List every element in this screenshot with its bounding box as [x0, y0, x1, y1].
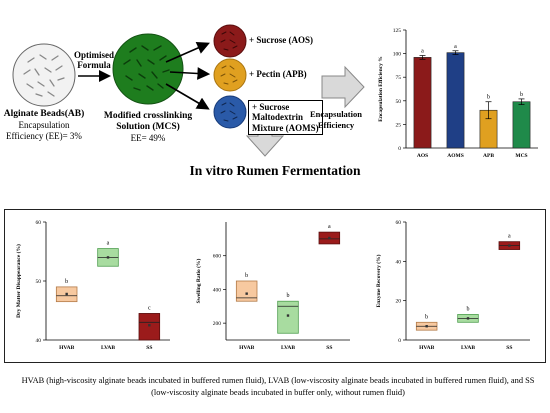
- aoms-label-3: Mixture (AOMS): [252, 122, 319, 133]
- x-tick-label: LVAB: [461, 345, 475, 351]
- ab-title: Alginate Beads(AB): [3, 109, 85, 119]
- mcs-title-2: Solution (MCS): [116, 122, 180, 132]
- x-tick-label: HVAB: [59, 345, 75, 351]
- y-tick-label: 20: [396, 299, 402, 305]
- y-axis-label: Enzyme Recovery (%): [375, 254, 382, 307]
- significance-letter: c: [148, 305, 151, 311]
- y-tick-label: 50: [396, 99, 402, 105]
- process-diagram: [12, 24, 365, 157]
- mcs-bead-icon: [112, 33, 184, 105]
- dry-matter-box-plot: 40 50 60 Dry Matter Disappearance (%) b HVAB a…: [15, 220, 170, 351]
- significance-letter: b: [245, 273, 248, 279]
- significance-letter: a: [328, 224, 331, 230]
- mcs-title-1: Modified crosslinking: [103, 111, 193, 121]
- y-axis-label: Dry Matter Disappearance (%): [15, 244, 22, 318]
- significance-letter: a: [454, 44, 457, 50]
- box-plots-panel: [4, 209, 546, 363]
- y-tick-label: 60: [36, 220, 42, 226]
- box: [277, 300, 299, 334]
- aos-bead-icon: [213, 24, 247, 58]
- y-tick-label: 60: [396, 220, 402, 226]
- apb-bead-icon: [213, 58, 247, 92]
- y-tick-label: 50: [36, 279, 42, 285]
- ee-arrow-label-2: Efficiency: [317, 120, 355, 130]
- x-tick-label: AOS: [417, 153, 428, 159]
- arrow-label-2: Formula: [77, 60, 111, 70]
- apb-label: + Pectin (APB): [249, 69, 307, 79]
- mean-marker: [65, 292, 68, 296]
- significance-letter: b: [287, 293, 290, 299]
- mean-marker: [466, 317, 470, 320]
- ee-arrow-label-1: Encapsulation: [310, 109, 362, 119]
- arrow-label-1: Optimised: [73, 50, 115, 60]
- mean-marker: [106, 256, 110, 259]
- significance-letter: a: [421, 48, 424, 54]
- swelling-ratio-box-plot: 200 400 600 Swelling Ratio (%) b HVAB b LVAB a SS: [195, 222, 350, 351]
- y-tick-label: 400: [213, 287, 222, 293]
- alginate-bead-icon: [12, 43, 76, 107]
- y-tick-label: 40: [36, 338, 42, 344]
- encapsulation-bar-chart: 0 25 50 75 100 125 Encapsulation Efficiency % a…: [378, 28, 538, 159]
- y-tick-label: 600: [213, 254, 222, 260]
- mean-marker: [425, 325, 428, 328]
- x-tick-label: LVAB: [281, 345, 295, 351]
- caption: HVAB (high-viscosity alginate beads incu…: [21, 376, 535, 398]
- significance-letter: b: [425, 314, 428, 320]
- significance-letter: b: [467, 306, 470, 312]
- aoms-label-2: Maltodextrin: [252, 112, 303, 123]
- mean-marker: [328, 236, 331, 240]
- mean-marker: [245, 292, 248, 295]
- x-tick-label: HVAB: [419, 345, 435, 351]
- x-tick-label: LVAB: [101, 345, 115, 351]
- mean-marker: [286, 314, 290, 317]
- bar: [512, 101, 531, 149]
- ab-sub1: Encapsulation: [18, 120, 70, 130]
- significance-letter: b: [487, 95, 490, 101]
- box: [235, 280, 258, 302]
- bar: [446, 52, 465, 149]
- mean-marker: [508, 244, 511, 247]
- y-tick-label: 0: [398, 146, 401, 152]
- branch-arrows: [165, 41, 211, 110]
- y-tick-label: 40: [396, 259, 402, 265]
- x-tick-label: SS: [146, 345, 152, 351]
- x-tick-label: MCS: [515, 153, 527, 159]
- y-tick-label: 200: [213, 321, 222, 327]
- x-tick-label: SS: [506, 345, 512, 351]
- x-tick-label: HVAB: [239, 345, 255, 351]
- block-arrow-right: [321, 65, 365, 109]
- mcs-ee: EE= 49%: [130, 133, 166, 143]
- significance-letter: a: [107, 241, 110, 247]
- mean-marker: [148, 324, 151, 327]
- aoms-bead-icon: [213, 95, 247, 129]
- y-axis-label: Encapsulation Efficiency %: [378, 56, 384, 121]
- significance-letter: b: [520, 92, 523, 98]
- aoms-label-box: + Sucrose Maltodextrin Mixture (AOMS): [248, 100, 323, 136]
- y-tick-label: 100: [393, 52, 402, 58]
- y-tick-label: 125: [393, 28, 402, 34]
- aoms-label-1: + Sucrose: [252, 102, 290, 112]
- bar: [413, 57, 432, 149]
- y-tick-label: 75: [396, 75, 402, 81]
- fermentation-title: In vitro Rumen Fermentation: [189, 163, 361, 178]
- y-tick-label: 25: [396, 122, 402, 128]
- enzyme-recovery-box-plot: 0 20 40 60 Enzyme Recovery (%) b HVAB b LVAB a SS: [375, 220, 530, 351]
- aos-label: + Sucrose (AOS): [249, 35, 313, 45]
- significance-letter: a: [508, 234, 511, 240]
- x-tick-label: SS: [326, 345, 332, 351]
- x-tick-label: AOMS: [447, 153, 464, 159]
- y-axis-label: Swelling Ratio (%): [195, 259, 202, 304]
- y-tick-label: 0: [398, 338, 401, 344]
- x-tick-label: APB: [483, 153, 494, 159]
- significance-letter: b: [65, 279, 68, 285]
- box: [138, 313, 161, 341]
- ab-sub2: Efficiency (EE)= 3%: [6, 131, 82, 141]
